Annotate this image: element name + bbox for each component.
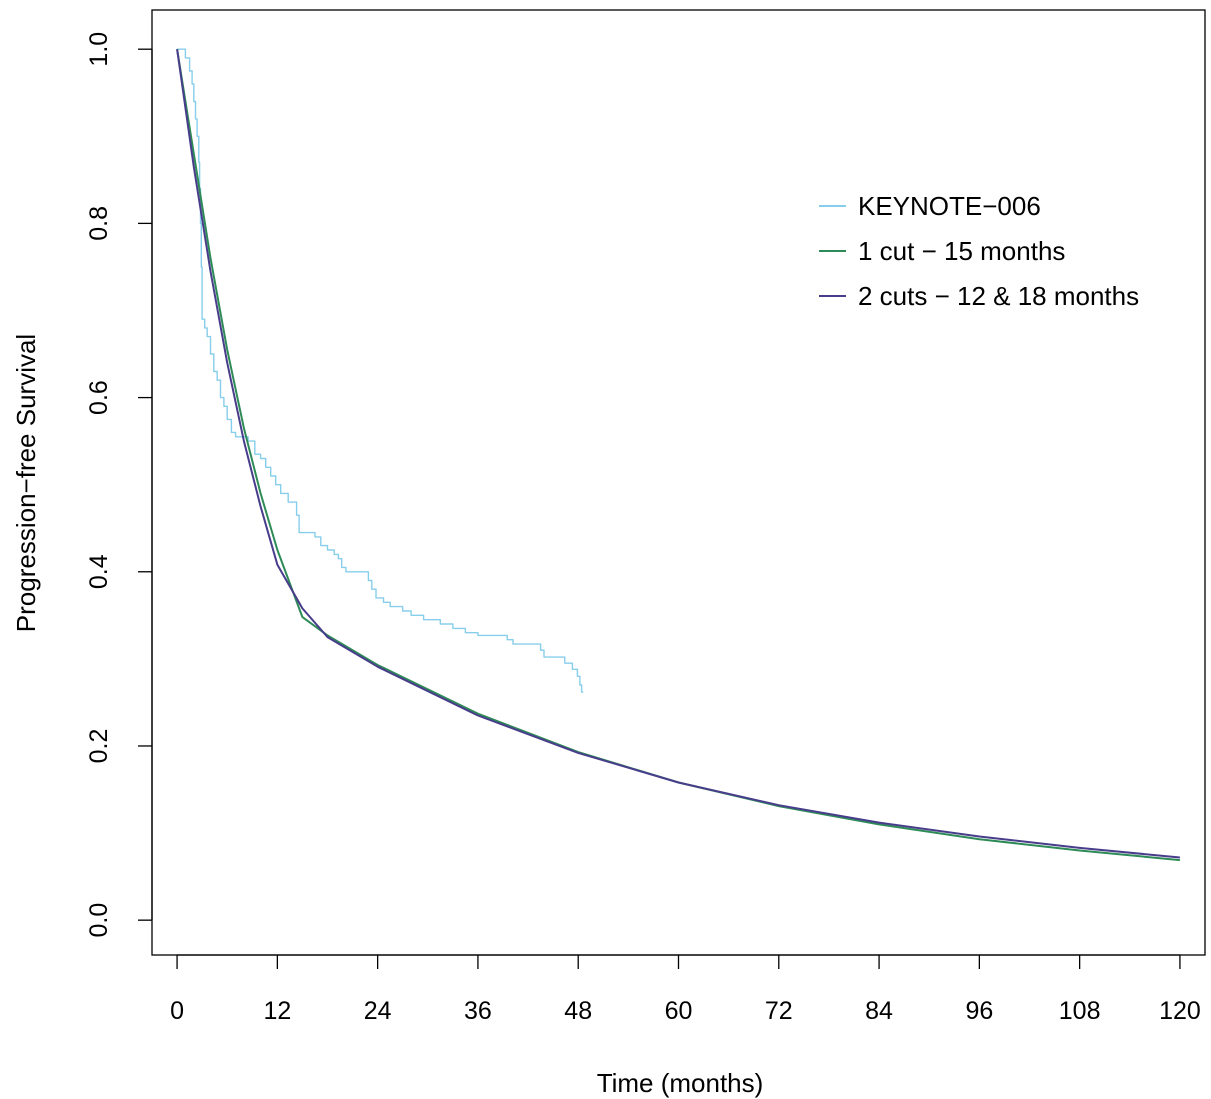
y-tick-label: 0.4	[85, 554, 113, 589]
x-tick-label: 48	[564, 997, 592, 1025]
y-tick-label: 0.0	[85, 903, 113, 938]
x-tick-label: 96	[965, 997, 993, 1025]
y-tick-label: 1.0	[85, 32, 113, 67]
series-line-1	[177, 48, 584, 693]
x-tick-label: 84	[865, 997, 893, 1025]
y-tick-label: 0.8	[85, 206, 113, 241]
x-tick-label: 120	[1159, 997, 1201, 1025]
y-axis-title: Progression−free Survival	[11, 334, 41, 632]
x-tick-label: 12	[263, 997, 291, 1025]
x-tick-label: 108	[1059, 997, 1101, 1025]
x-tick-label: 36	[464, 997, 492, 1025]
series-layer	[176, 48, 1180, 862]
series-line-2	[176, 49, 1180, 862]
x-axis-title: Time (months)	[597, 1068, 764, 1098]
legend-label: KEYNOTE−006	[858, 191, 1041, 221]
y-tick-label: 0.2	[85, 729, 113, 764]
x-tick-label: 60	[665, 997, 693, 1025]
series-line-3	[176, 49, 1180, 859]
legend-label: 1 cut − 15 months	[858, 236, 1065, 266]
y-axis: 0.0 0.2 0.4 0.6 0.8 1.0	[85, 32, 153, 938]
y-tick-label: 0.6	[85, 380, 113, 415]
x-tick-label: 72	[765, 997, 793, 1025]
plot-frame	[151, 9, 1206, 956]
x-tick-label: 0	[170, 997, 184, 1025]
x-axis: 0 12 24 36 48 60 72 84 96 108 120	[170, 954, 1201, 1025]
x-tick-label: 24	[364, 997, 392, 1025]
legend-label: 2 cuts − 12 & 18 months	[858, 281, 1139, 311]
legend: KEYNOTE−006 1 cut − 15 months 2 cuts − 12 …	[819, 191, 1139, 311]
